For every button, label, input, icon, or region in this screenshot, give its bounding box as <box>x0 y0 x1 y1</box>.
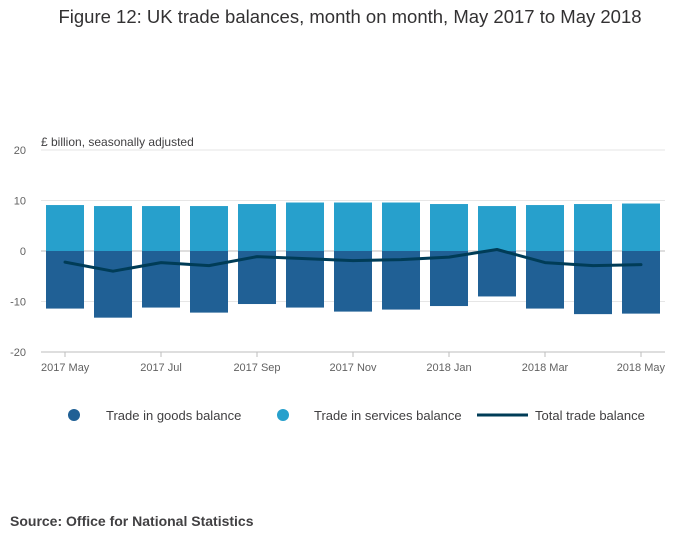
x-tick-label: 2017 Sep <box>233 362 280 374</box>
bar-services <box>94 206 132 251</box>
bar-services <box>238 204 276 251</box>
x-tick-label: 2017 Jul <box>140 362 182 374</box>
legend-swatch-services <box>277 409 289 421</box>
bar-services <box>190 206 228 251</box>
x-tick-label: 2018 Jan <box>426 362 471 374</box>
x-tick-label: 2017 Nov <box>329 362 377 374</box>
legend-swatch-goods <box>68 409 80 421</box>
bar-services <box>478 206 516 251</box>
bar-goods <box>622 251 660 314</box>
chart-plot: £ billion, seasonally adjusted 20 10 0 -10 -2… <box>10 135 666 423</box>
chart-title: Figure 12: UK trade balances, month on m… <box>58 6 642 27</box>
y-tick-label: 10 <box>14 196 26 208</box>
bar-goods <box>478 251 516 297</box>
series-line-total <box>63 248 643 273</box>
bar-services <box>286 202 324 251</box>
legend-label-total: Total trade balance <box>535 408 645 423</box>
y-axis-unit-label: £ billion, seasonally adjusted <box>41 135 194 149</box>
y-tick-label: 0 <box>20 246 26 258</box>
y-tick-label: -20 <box>10 347 26 359</box>
bar-goods <box>46 251 84 309</box>
bar-goods <box>142 251 180 308</box>
chart-source: Source: Office for National Statistics <box>10 513 254 529</box>
legend-label-services: Trade in services balance <box>314 408 462 423</box>
x-tick-label: 2018 May <box>617 362 666 374</box>
legend-label-goods: Trade in goods balance <box>106 408 241 423</box>
bar-goods <box>94 251 132 318</box>
bar-goods <box>190 251 228 313</box>
y-tick-label: 20 <box>14 145 26 157</box>
y-tick-label: -10 <box>10 297 26 309</box>
bar-services <box>526 205 564 251</box>
bar-services <box>574 204 612 251</box>
bar-services <box>622 203 660 251</box>
x-tick-label: 2017 May <box>41 362 90 374</box>
x-tick-label: 2018 Mar <box>522 362 569 374</box>
bar-services <box>46 205 84 251</box>
bar-goods <box>574 251 612 315</box>
bar-services <box>382 202 420 251</box>
bar-services <box>430 204 468 251</box>
bar-services <box>334 202 372 251</box>
bar-services <box>142 206 180 251</box>
bar-goods <box>430 251 468 307</box>
